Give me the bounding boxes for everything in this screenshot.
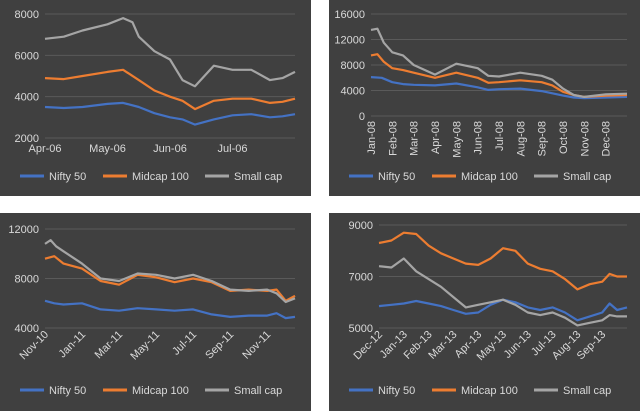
y-tick-label: 2000 bbox=[15, 133, 39, 145]
x-tick-label: Apr-08 bbox=[430, 121, 442, 154]
series-line-small-cap bbox=[44, 17, 296, 88]
x-tick-label: Mar-08 bbox=[409, 121, 421, 156]
y-tick-label: 4000 bbox=[15, 323, 39, 335]
x-tick-label: Oct-08 bbox=[558, 121, 570, 154]
legend-label-small-cap: Small cap bbox=[563, 171, 611, 183]
x-tick-label: Aug-08 bbox=[515, 121, 527, 156]
y-tick-label: 16000 bbox=[334, 9, 365, 21]
legend-label-midcap-100: Midcap 100 bbox=[132, 171, 189, 183]
chart-panel-2006: 2000 4000 6000 8000 Apr-06 May-06 Jun-06 Jul-06… bbox=[0, 0, 311, 196]
y-tick-label: 8000 bbox=[15, 9, 39, 21]
series-line-midcap-100 bbox=[44, 68, 296, 111]
y-tick-label: 9000 bbox=[349, 220, 373, 232]
legend-label-nifty-50: Nifty 50 bbox=[378, 385, 415, 397]
x-tick-label: Nov-08 bbox=[579, 121, 591, 156]
x-tick-label: Jan-08 bbox=[366, 121, 378, 155]
chart-panel-2008: 0 4000 8000 12000 16000 Jan-08 Feb-08 Mar-08 Apr… bbox=[329, 0, 640, 196]
y-tick-label: 7000 bbox=[349, 272, 373, 284]
series-line-small-cap bbox=[370, 27, 628, 99]
y-tick-label: 6000 bbox=[15, 50, 39, 62]
legend-label-midcap-100: Midcap 100 bbox=[461, 385, 518, 397]
x-tick-label: May-06 bbox=[89, 143, 126, 155]
chart-panel-2013: 5000 7000 9000 Dec-12 Jan-13 Feb-13 Mar-13 Apr-… bbox=[329, 213, 640, 411]
series-line-small-cap bbox=[44, 239, 296, 304]
x-tick-label: Apr-06 bbox=[28, 143, 61, 155]
series-line-small-cap bbox=[378, 257, 627, 327]
x-tick-label: May-08 bbox=[451, 121, 463, 158]
y-tick-label: 0 bbox=[359, 111, 365, 123]
series-line-nifty-50 bbox=[378, 298, 628, 322]
legend-label-midcap-100: Midcap 100 bbox=[461, 171, 518, 183]
y-tick-label: 8000 bbox=[15, 274, 39, 286]
x-tick-label: Jul-06 bbox=[218, 143, 248, 155]
legend-label-small-cap: Small cap bbox=[234, 385, 282, 397]
legend-label-nifty-50: Nifty 50 bbox=[378, 171, 415, 183]
x-tick-label: Feb-08 bbox=[387, 121, 399, 156]
x-tick-label: Nov-11 bbox=[240, 329, 273, 362]
x-tick-label: May-11 bbox=[128, 329, 162, 363]
legend-label-small-cap: Small cap bbox=[234, 171, 282, 183]
x-tick-label: Jul-08 bbox=[494, 121, 506, 151]
y-tick-label: 4000 bbox=[15, 92, 39, 104]
series-line-nifty-50 bbox=[370, 76, 628, 100]
x-tick-label: Jun-06 bbox=[153, 143, 187, 155]
x-tick-label: Jun-08 bbox=[473, 121, 485, 155]
series-line-nifty-50 bbox=[44, 101, 296, 126]
x-tick-label: Jun-13 bbox=[502, 329, 534, 361]
y-tick-label: 12000 bbox=[8, 224, 39, 236]
legend-label-small-cap: Small cap bbox=[563, 385, 611, 397]
legend-label-nifty-50: Nifty 50 bbox=[49, 385, 86, 397]
line-chart-2008: 0 4000 8000 12000 16000 Jan-08 Feb-08 Mar-08 Apr… bbox=[334, 9, 628, 183]
legend-label-nifty-50: Nifty 50 bbox=[49, 171, 86, 183]
x-tick-label: Sep-11 bbox=[203, 329, 236, 362]
x-tick-label: Sep-08 bbox=[537, 121, 549, 156]
chart-panel-2011: 4000 8000 12000 Nov-10 Jan-11 Mar-11 May-11 Jul… bbox=[0, 213, 311, 411]
line-chart-2006: 2000 4000 6000 8000 Apr-06 May-06 Jun-06 Jul-06… bbox=[15, 9, 296, 183]
series-line-nifty-50 bbox=[44, 299, 296, 320]
y-tick-label: 8000 bbox=[341, 60, 365, 72]
x-tick-label: Dec-08 bbox=[601, 121, 613, 156]
y-tick-label: 12000 bbox=[334, 35, 365, 47]
y-tick-label: 4000 bbox=[341, 86, 365, 98]
x-tick-label: Mar-13 bbox=[426, 329, 459, 362]
x-tick-label: Mar-11 bbox=[93, 329, 126, 362]
x-tick-label: Jul-11 bbox=[170, 329, 199, 358]
y-tick-label: 5000 bbox=[349, 323, 373, 335]
series-line-midcap-100 bbox=[378, 231, 627, 291]
x-tick-label: Jan-11 bbox=[56, 329, 88, 361]
legend-label-midcap-100: Midcap 100 bbox=[132, 385, 189, 397]
line-chart-2013: 500070009000Dec-12Jan-13Feb-13Mar-13Apr-… bbox=[349, 220, 628, 397]
